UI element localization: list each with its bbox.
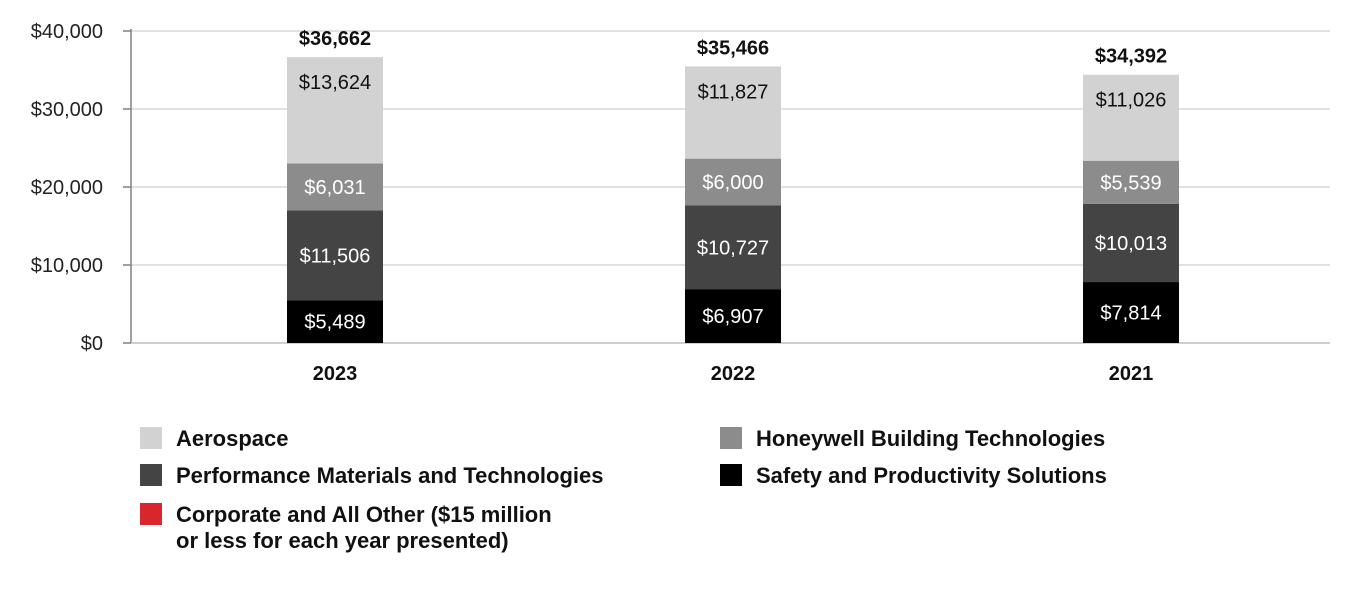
data-label: $5,489	[304, 312, 365, 334]
bar-segment	[287, 163, 383, 211]
y-tick-label: $40,000	[31, 21, 103, 43]
bar-segment	[1083, 160, 1179, 204]
bar-segment	[685, 289, 781, 343]
data-label: $11,827	[698, 81, 769, 103]
total-label: $34,392	[1095, 46, 1167, 68]
total-label: $36,662	[299, 28, 371, 50]
bar-segment	[1083, 282, 1179, 343]
bar-segment	[287, 300, 383, 343]
data-label: $10,013	[1095, 233, 1167, 255]
bar-segment	[685, 205, 781, 290]
bar-segment	[287, 210, 383, 301]
bars	[287, 57, 1179, 343]
bar-segment	[287, 57, 383, 164]
x-tick-label: 2021	[1109, 363, 1154, 385]
y-tick-label: $20,000	[31, 177, 103, 199]
data-label: $10,727	[697, 237, 769, 259]
data-label: $7,814	[1100, 303, 1161, 325]
data-label: $13,624	[299, 72, 371, 94]
data-label: $11,026	[1096, 90, 1167, 112]
y-tick-label: $0	[81, 333, 103, 355]
y-axis: $0 $10,000 $20,000 $30,000 $40,000	[31, 21, 1330, 355]
x-tick-label: 2023	[313, 363, 358, 385]
bar-segment	[1083, 74, 1179, 161]
total-label: $35,466	[697, 37, 769, 59]
data-label: $6,907	[702, 306, 763, 328]
bar-segment	[685, 66, 781, 159]
y-tick-label: $10,000	[31, 255, 103, 277]
bar-segment	[1083, 203, 1179, 283]
data-label: $6,000	[702, 172, 763, 194]
data-label: $11,506	[300, 245, 371, 267]
x-tick-label: 2022	[711, 363, 756, 385]
data-labels: $5,489 $11,506 $6,031 $13,624 $36,662 2023 $6,…	[299, 28, 1167, 385]
bar-segment	[685, 158, 781, 206]
data-label: $5,539	[1100, 172, 1161, 194]
data-label: $6,031	[304, 177, 365, 199]
y-tick-label: $30,000	[31, 99, 103, 121]
